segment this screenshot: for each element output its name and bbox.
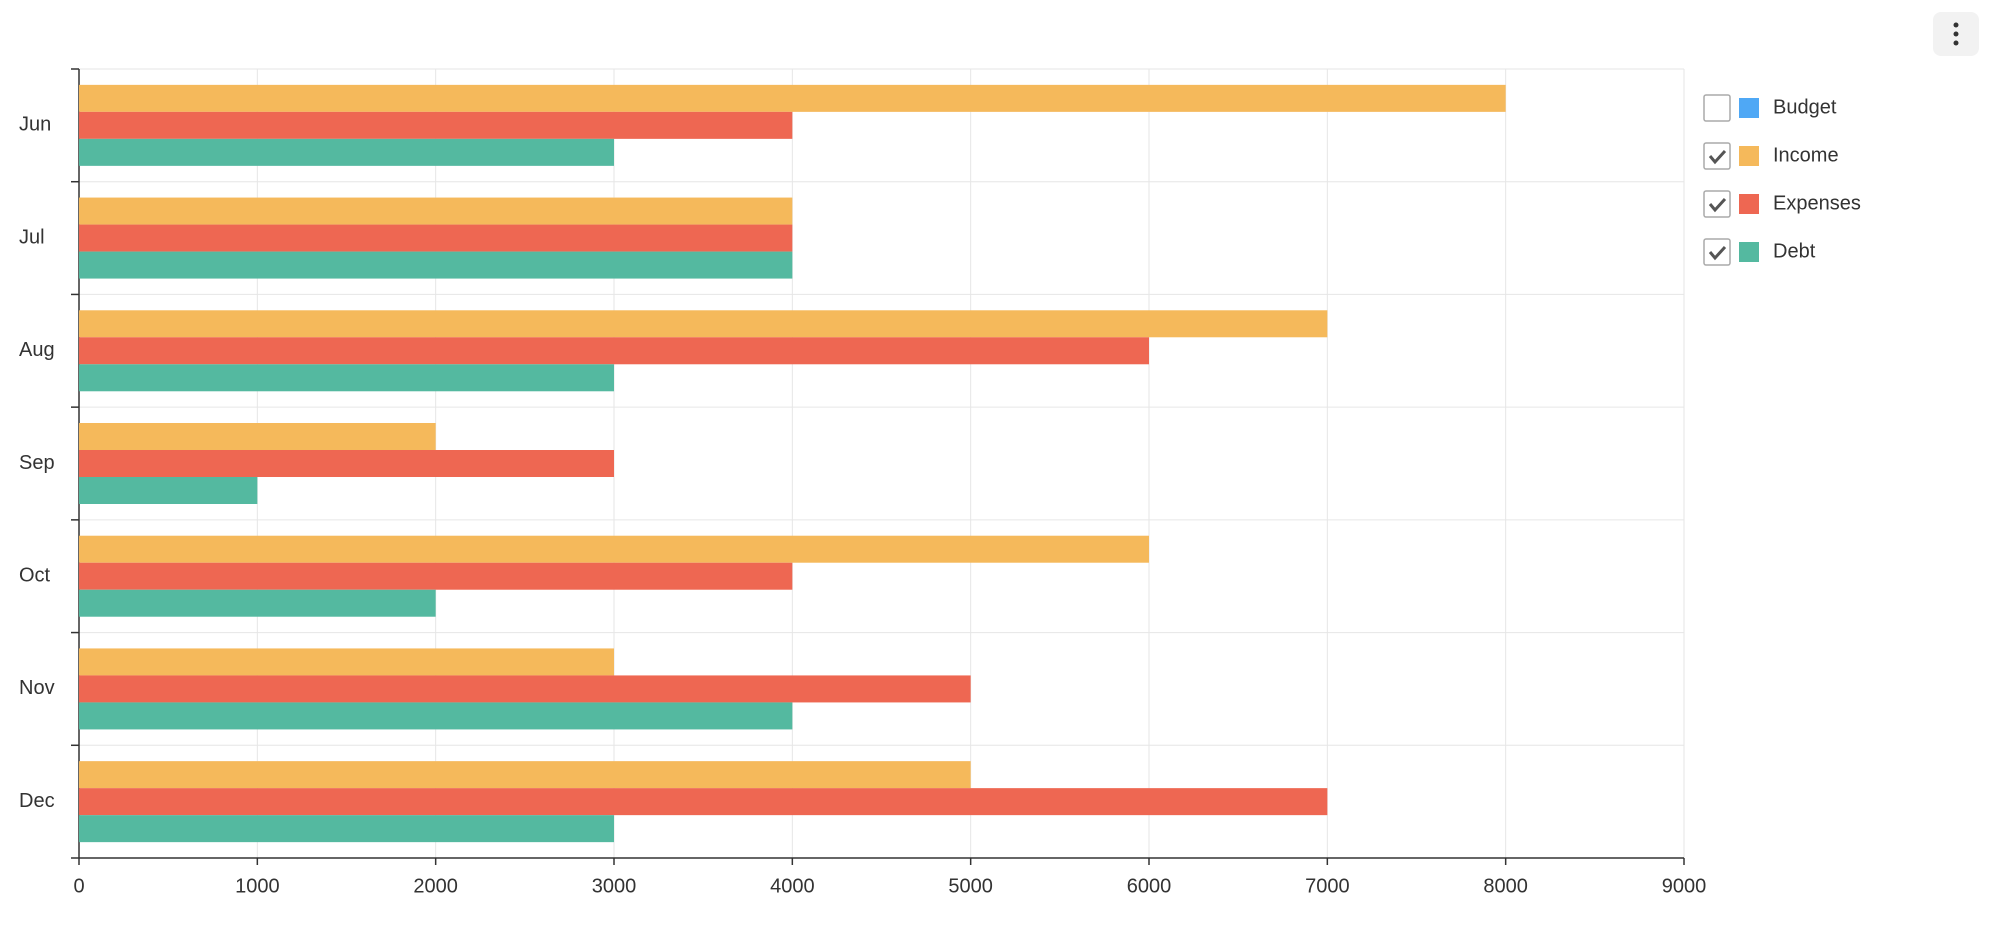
bar bbox=[79, 138, 614, 166]
legend-label: Expenses bbox=[1773, 192, 1861, 214]
bar bbox=[79, 310, 1328, 338]
bar bbox=[79, 450, 614, 477]
x-tick-label: 2000 bbox=[413, 875, 458, 897]
bar bbox=[79, 648, 614, 676]
y-tick-label: Jun bbox=[19, 114, 51, 136]
x-tick-label: 8000 bbox=[1483, 875, 1528, 897]
menu-dot bbox=[1953, 31, 1959, 37]
menu-button[interactable] bbox=[1933, 12, 1979, 56]
legend-check bbox=[1708, 149, 1727, 165]
x-tick-label: 0 bbox=[73, 875, 84, 897]
y-tick-label: Sep bbox=[19, 452, 55, 474]
bar bbox=[79, 224, 793, 252]
legend-label: Income bbox=[1773, 144, 1839, 166]
x-tick-label: 9000 bbox=[1662, 875, 1707, 897]
x-tick-label: 3000 bbox=[592, 875, 637, 897]
x-tick-label: 6000 bbox=[1127, 875, 1172, 897]
bar bbox=[79, 702, 793, 730]
bar bbox=[79, 197, 793, 225]
bar bbox=[79, 589, 436, 617]
legend-swatch bbox=[1739, 146, 1759, 166]
legend-swatch bbox=[1739, 242, 1759, 262]
bar bbox=[79, 788, 1328, 816]
bar bbox=[79, 761, 971, 789]
legend-checkbox[interactable] bbox=[1703, 190, 1731, 218]
legend-check bbox=[1708, 197, 1727, 213]
bar bbox=[79, 111, 793, 139]
bar bbox=[79, 251, 793, 279]
bar bbox=[79, 675, 971, 703]
bar bbox=[79, 84, 1506, 112]
menu-dot bbox=[1953, 40, 1959, 46]
y-tick-label: Aug bbox=[19, 339, 55, 361]
bar bbox=[79, 364, 614, 392]
legend-label: Debt bbox=[1773, 240, 1816, 262]
menu-dot bbox=[1953, 22, 1959, 28]
y-tick-label: Nov bbox=[19, 677, 55, 699]
y-tick-label: Jul bbox=[19, 226, 45, 248]
x-tick-label: 7000 bbox=[1305, 875, 1350, 897]
bar bbox=[79, 535, 1149, 563]
bar bbox=[79, 815, 614, 843]
legend-swatch bbox=[1739, 194, 1759, 214]
legend-swatch bbox=[1739, 98, 1759, 118]
x-tick-label: 4000 bbox=[770, 875, 815, 897]
bar bbox=[79, 562, 793, 590]
x-tick-label: 5000 bbox=[948, 875, 993, 897]
legend-checkbox[interactable] bbox=[1703, 94, 1731, 122]
y-tick-label: Dec bbox=[19, 790, 55, 812]
bar bbox=[79, 337, 1149, 365]
legend-check bbox=[1708, 245, 1727, 261]
bar bbox=[79, 423, 436, 450]
legend-checkbox[interactable] bbox=[1703, 142, 1731, 170]
bar bbox=[79, 477, 258, 504]
legend-checkbox[interactable] bbox=[1703, 238, 1731, 266]
legend-label: Budget bbox=[1773, 96, 1837, 118]
x-tick-label: 1000 bbox=[235, 875, 280, 897]
y-tick-label: Oct bbox=[19, 564, 51, 586]
